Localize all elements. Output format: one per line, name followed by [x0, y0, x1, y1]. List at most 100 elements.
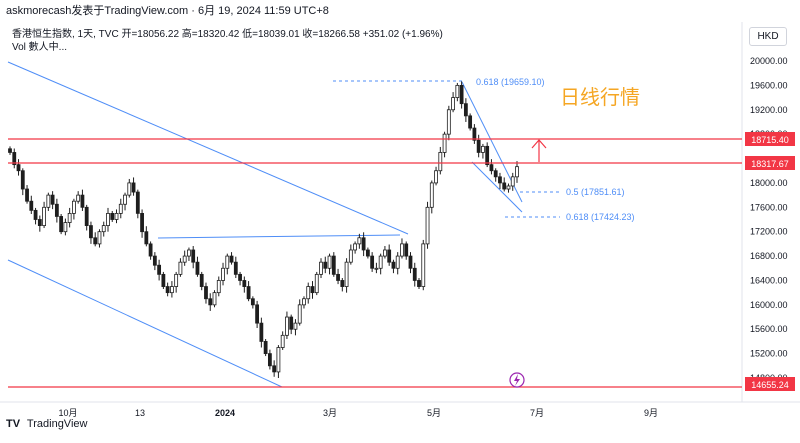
candle[interactable] — [425, 201, 430, 249]
chart-area[interactable]: 20000.0019600.0019200.0018800.0018266.58… — [0, 22, 800, 438]
candle[interactable] — [157, 259, 162, 281]
candle[interactable] — [131, 177, 136, 196]
candle[interactable] — [187, 247, 191, 261]
candle[interactable] — [16, 159, 21, 176]
candle[interactable] — [314, 271, 319, 296]
candle[interactable] — [106, 207, 110, 232]
candle[interactable] — [374, 262, 379, 274]
candle[interactable] — [84, 204, 89, 231]
candle[interactable] — [442, 131, 447, 158]
candle[interactable] — [340, 278, 345, 292]
candle[interactable] — [446, 105, 451, 141]
candle[interactable] — [221, 262, 225, 286]
candle[interactable] — [72, 198, 76, 220]
candle[interactable] — [391, 259, 396, 274]
candle[interactable] — [302, 296, 306, 309]
candle[interactable] — [472, 124, 477, 144]
candle[interactable] — [238, 271, 242, 286]
candlestick-series[interactable] — [8, 81, 519, 378]
candle[interactable] — [387, 244, 392, 266]
candle[interactable] — [101, 221, 106, 237]
candle[interactable] — [280, 331, 285, 350]
candle[interactable] — [110, 210, 115, 222]
candle[interactable] — [250, 296, 255, 309]
candle[interactable] — [463, 98, 468, 122]
candle[interactable] — [242, 276, 247, 293]
candle[interactable] — [506, 183, 511, 193]
candle[interactable] — [510, 172, 515, 191]
candle[interactable] — [361, 232, 366, 257]
candle[interactable] — [323, 256, 328, 274]
candle[interactable] — [357, 233, 362, 249]
candle[interactable] — [80, 189, 85, 211]
time-axis[interactable]: 10月 13 2024 3月 5月 7月 9月 — [58, 408, 658, 418]
candle[interactable] — [515, 161, 519, 183]
candle[interactable] — [289, 314, 294, 335]
candle[interactable] — [502, 177, 507, 192]
candle[interactable] — [272, 360, 277, 377]
candle[interactable] — [229, 252, 234, 265]
candle[interactable] — [353, 241, 358, 254]
candle[interactable] — [216, 276, 221, 297]
candle[interactable] — [285, 311, 289, 339]
candle[interactable] — [395, 252, 400, 275]
candle[interactable] — [489, 159, 494, 175]
candle[interactable] — [383, 246, 387, 259]
candle[interactable] — [25, 185, 29, 204]
candle[interactable] — [42, 201, 46, 229]
candle[interactable] — [459, 81, 464, 109]
candle[interactable] — [67, 207, 72, 228]
candle[interactable] — [54, 198, 59, 223]
candle[interactable] — [370, 252, 375, 272]
falling-wedge-lower-line[interactable] — [471, 161, 523, 213]
candle[interactable] — [344, 258, 349, 293]
candle[interactable] — [97, 229, 102, 248]
candle[interactable] — [378, 253, 383, 275]
candle[interactable] — [46, 192, 51, 211]
price-chart[interactable]: 20000.0019600.0019200.0018800.0018266.58… — [0, 22, 800, 438]
candle[interactable] — [135, 189, 140, 219]
candle[interactable] — [498, 172, 502, 190]
candle[interactable] — [178, 258, 183, 277]
candle[interactable] — [63, 218, 68, 236]
candle[interactable] — [29, 195, 34, 215]
candle[interactable] — [493, 168, 498, 182]
candle[interactable] — [327, 253, 332, 275]
candle[interactable] — [93, 232, 98, 247]
candle[interactable] — [114, 209, 119, 224]
candle[interactable] — [89, 221, 93, 244]
candle[interactable] — [169, 281, 174, 298]
candle[interactable] — [267, 349, 272, 370]
candle[interactable] — [417, 278, 421, 289]
candle[interactable] — [8, 146, 12, 155]
candle[interactable] — [434, 166, 438, 186]
candle[interactable] — [468, 113, 473, 131]
candle[interactable] — [174, 271, 179, 293]
candle[interactable] — [412, 262, 417, 287]
candle[interactable] — [336, 268, 340, 285]
upper-channel-line[interactable] — [7, 61, 409, 235]
candle[interactable] — [165, 282, 170, 297]
candle[interactable] — [212, 290, 217, 308]
candle[interactable] — [152, 252, 157, 271]
candle[interactable] — [204, 282, 208, 304]
candle[interactable] — [50, 191, 55, 210]
tradingview-footer[interactable]: TV TradingView — [6, 418, 87, 430]
symbol-legend[interactable]: 香港恒生指数, 1天, TVC 开=18056.22 高=18320.42 低=… — [12, 28, 443, 54]
candle[interactable] — [421, 239, 426, 291]
candle[interactable] — [319, 258, 323, 279]
candle[interactable] — [195, 256, 200, 277]
candle[interactable] — [123, 192, 127, 211]
currency-button[interactable]: HKD — [749, 27, 787, 46]
candle[interactable] — [259, 317, 264, 348]
candle[interactable] — [263, 338, 268, 357]
candle[interactable] — [348, 244, 353, 265]
candle[interactable] — [455, 82, 460, 102]
candle[interactable] — [310, 281, 315, 299]
candle[interactable] — [191, 246, 196, 269]
candle[interactable] — [37, 215, 42, 232]
candle[interactable] — [429, 180, 434, 214]
candle[interactable] — [293, 319, 298, 336]
candle[interactable] — [255, 300, 260, 329]
candle[interactable] — [12, 148, 17, 169]
